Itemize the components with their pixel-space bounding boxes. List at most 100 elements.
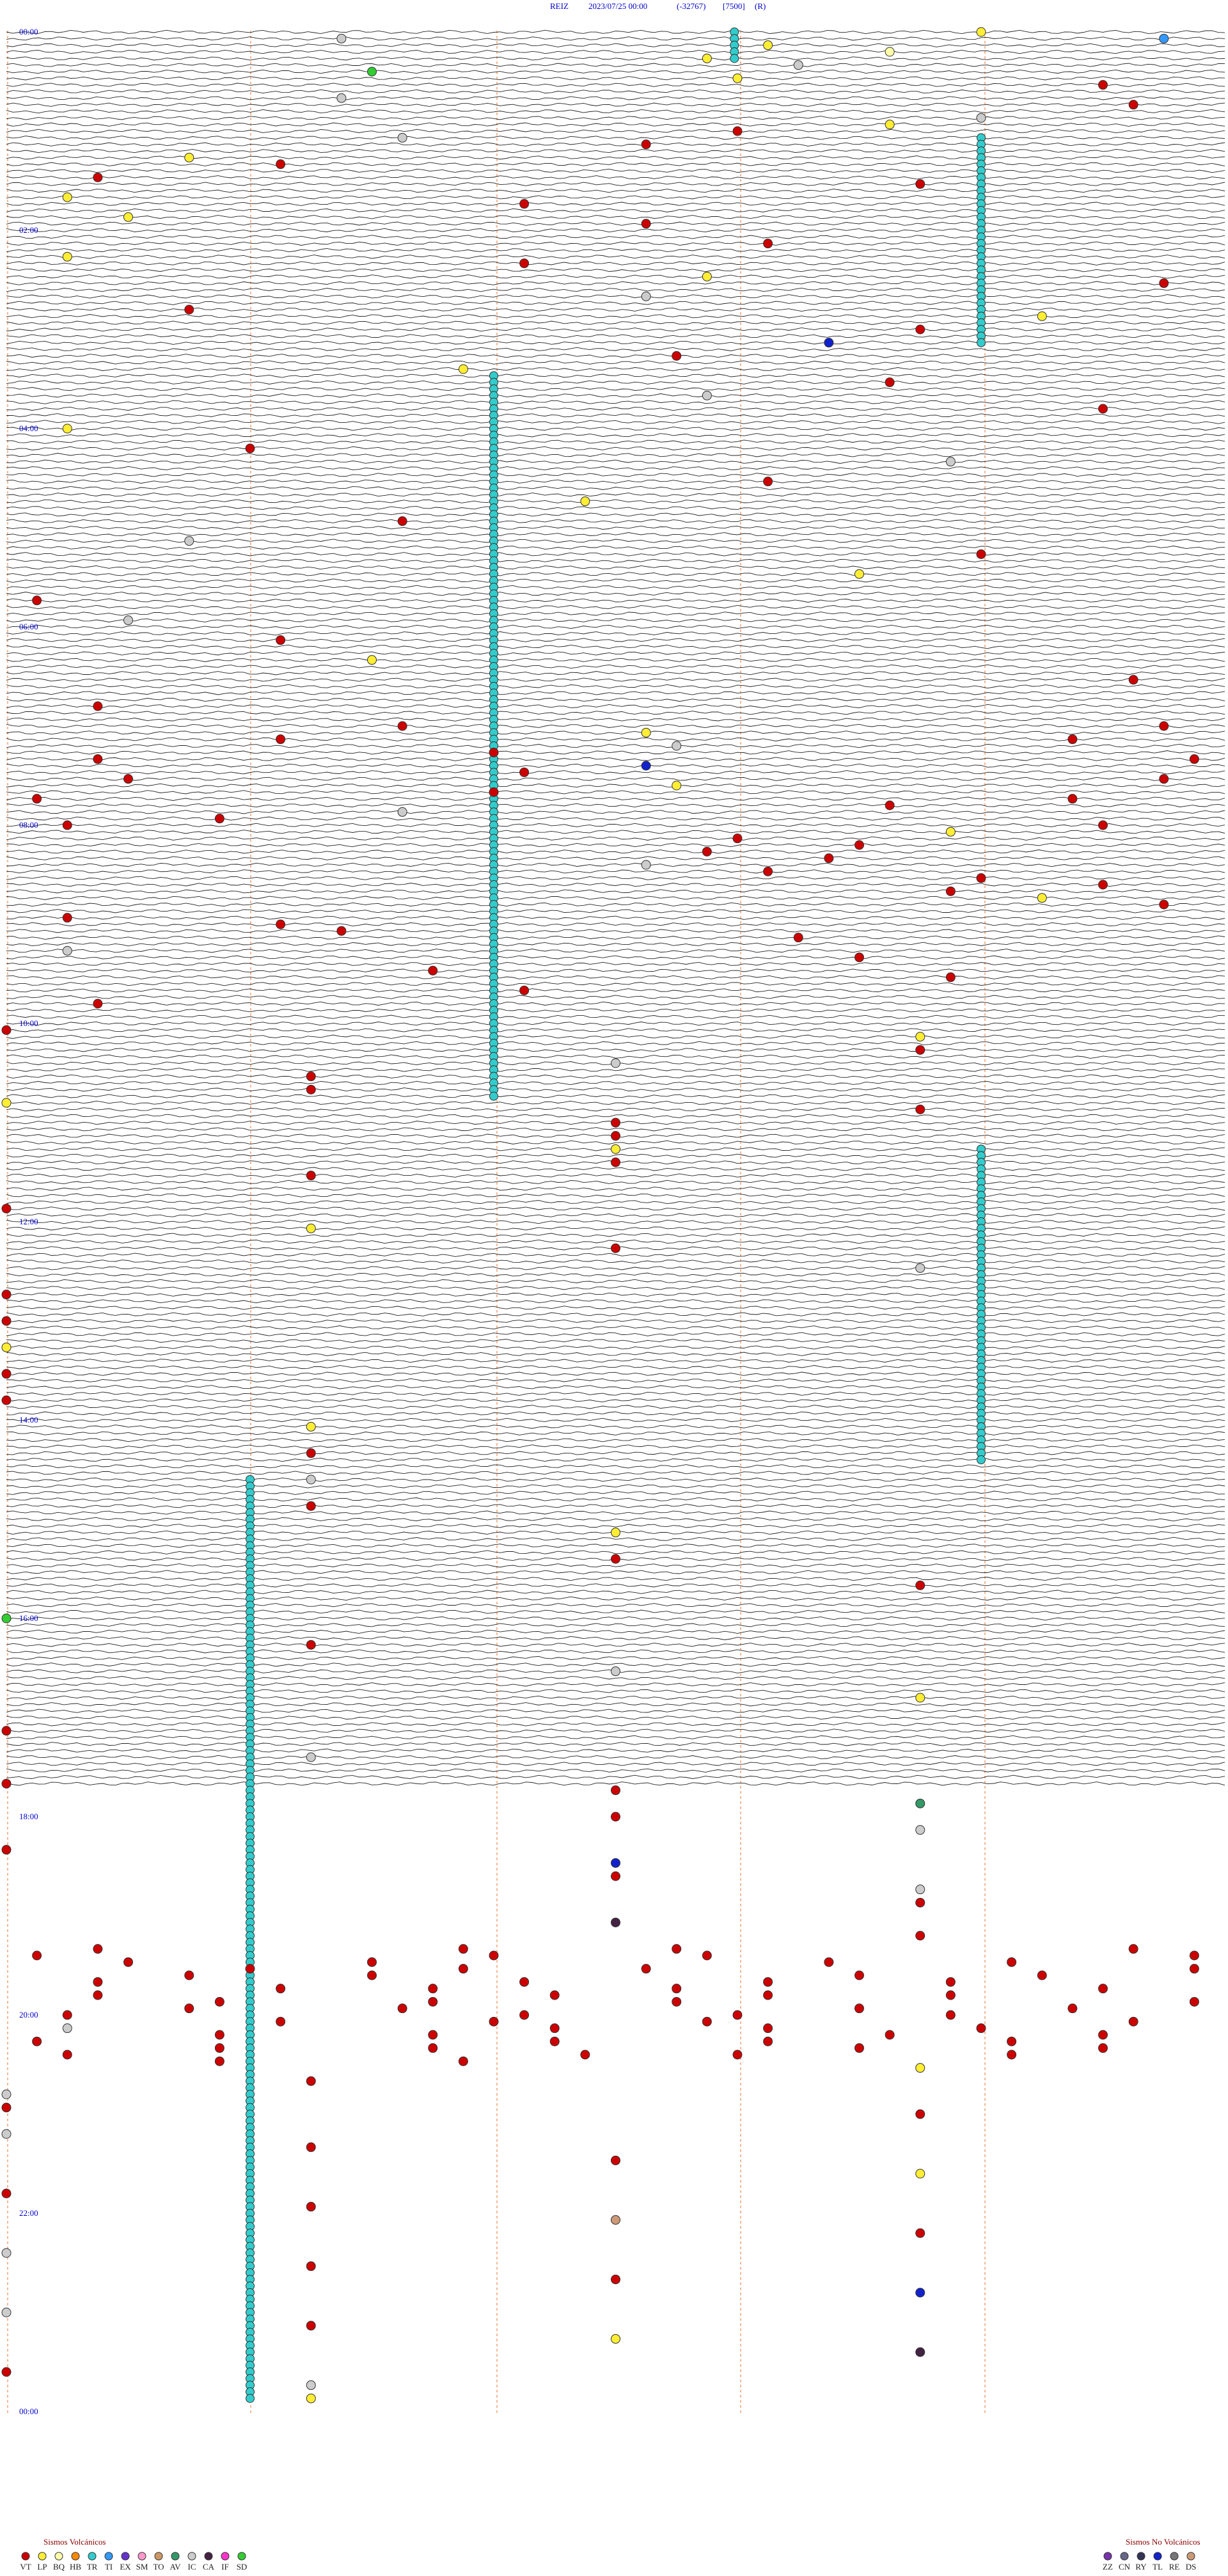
event — [123, 1957, 133, 1967]
trace — [6, 876, 1225, 880]
event — [1067, 734, 1078, 745]
event — [32, 794, 42, 804]
event — [184, 536, 194, 546]
legend-dot — [1103, 2552, 1112, 2561]
event — [763, 239, 773, 249]
event — [1, 2103, 12, 2113]
trace — [6, 1041, 1225, 1046]
hour-label: 00:00 — [19, 2406, 38, 2416]
trace — [6, 836, 1225, 841]
trace — [6, 902, 1225, 907]
trace — [6, 96, 1225, 100]
event — [915, 2063, 925, 2073]
event — [854, 1970, 864, 1980]
trace — [6, 770, 1225, 775]
event — [885, 377, 895, 388]
trace — [6, 1742, 1225, 1746]
tremor-dot — [246, 2394, 255, 2403]
trace — [6, 1292, 1225, 1297]
trace — [6, 1755, 1225, 1760]
trace — [6, 704, 1225, 709]
legend-code: RY — [1135, 2562, 1147, 2572]
legend-dot — [187, 2552, 196, 2561]
trace — [6, 882, 1225, 887]
hour-label: 02:00 — [19, 225, 38, 235]
trace — [6, 1517, 1225, 1522]
event — [276, 734, 286, 745]
event — [580, 2050, 590, 2060]
trace — [6, 1655, 1225, 1661]
event — [62, 945, 72, 956]
event — [62, 820, 72, 830]
trace — [6, 697, 1225, 702]
trace — [6, 1266, 1225, 1270]
legend-code: LP — [37, 2562, 47, 2572]
trace — [6, 777, 1225, 781]
trace — [6, 1748, 1225, 1753]
event — [1098, 404, 1108, 414]
event — [885, 800, 895, 810]
event — [702, 846, 712, 857]
trace — [6, 261, 1225, 265]
trace — [6, 1484, 1225, 1489]
trace — [6, 1695, 1225, 1700]
trace — [6, 459, 1225, 464]
event — [611, 1554, 620, 1564]
trace — [6, 558, 1225, 563]
tremor — [489, 371, 498, 1101]
event — [1189, 754, 1199, 764]
trace — [6, 380, 1225, 384]
legend-title: Sismos Volcánicos — [43, 2537, 106, 2547]
trace — [6, 889, 1225, 894]
trace — [6, 618, 1225, 622]
legend-title: Sismos No Volcánicos — [1126, 2537, 1200, 2547]
event — [915, 1885, 925, 1895]
event — [458, 2056, 468, 2066]
trace — [6, 731, 1225, 735]
event — [1, 1395, 12, 1405]
trace — [6, 810, 1225, 814]
trace — [6, 1583, 1225, 1588]
trace — [6, 1358, 1225, 1363]
trace — [6, 1504, 1225, 1508]
legend-dot — [104, 2552, 113, 2561]
trace — [6, 221, 1225, 226]
event — [672, 741, 682, 751]
trace — [6, 294, 1225, 299]
header: REIZ 2023/07/25 00:00 (-32767) [7500] (R… — [550, 1, 766, 11]
event — [306, 1421, 316, 1432]
trace — [6, 684, 1225, 689]
event — [854, 952, 864, 963]
trace — [6, 1689, 1225, 1693]
event — [580, 496, 590, 507]
trace — [6, 658, 1225, 662]
trace — [6, 1279, 1225, 1284]
trace — [6, 1576, 1225, 1581]
event — [184, 1970, 194, 1980]
event — [1, 1290, 12, 1300]
trace — [6, 102, 1225, 107]
event — [672, 351, 682, 361]
trace — [6, 1226, 1225, 1231]
event — [1, 1203, 12, 1213]
event — [945, 972, 956, 983]
event — [1128, 1944, 1138, 1954]
trace — [6, 505, 1225, 510]
hour-label: 04:00 — [19, 423, 38, 433]
tremor — [977, 133, 986, 347]
event — [519, 258, 530, 269]
event — [641, 727, 651, 738]
trace — [6, 1405, 1225, 1409]
event — [611, 1131, 620, 1141]
event — [1007, 1957, 1017, 1967]
event — [1, 1098, 12, 1108]
event — [763, 866, 773, 876]
event — [306, 1171, 316, 1181]
event — [611, 1858, 620, 1868]
trace — [6, 598, 1225, 603]
event — [428, 1996, 438, 2007]
event — [519, 767, 530, 777]
event — [276, 159, 286, 170]
trace — [6, 69, 1225, 74]
